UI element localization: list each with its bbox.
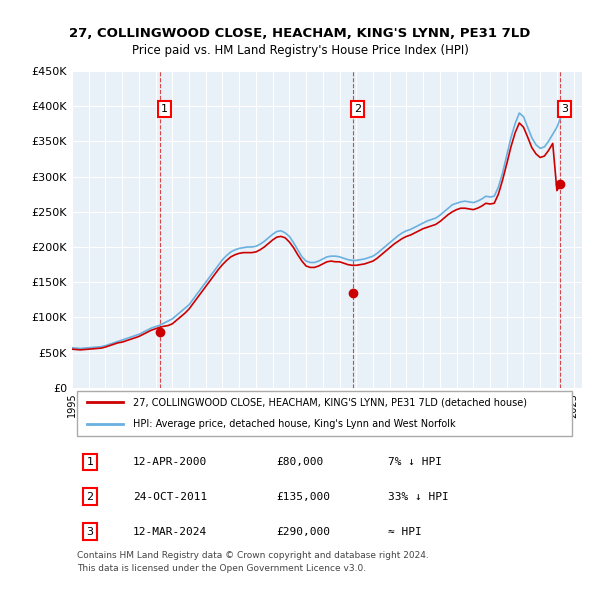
Text: 33% ↓ HPI: 33% ↓ HPI (388, 492, 449, 502)
Text: 3: 3 (561, 104, 568, 114)
Text: 2: 2 (354, 104, 361, 114)
Text: 7% ↓ HPI: 7% ↓ HPI (388, 457, 442, 467)
Text: 3: 3 (86, 527, 94, 537)
Text: ≈ HPI: ≈ HPI (388, 527, 422, 537)
Text: £290,000: £290,000 (276, 527, 330, 537)
Text: Price paid vs. HM Land Registry's House Price Index (HPI): Price paid vs. HM Land Registry's House … (131, 44, 469, 57)
Text: 12-MAR-2024: 12-MAR-2024 (133, 527, 208, 537)
Text: 12-APR-2000: 12-APR-2000 (133, 457, 208, 467)
Text: 2: 2 (86, 492, 94, 502)
Text: 1: 1 (86, 457, 94, 467)
Text: HPI: Average price, detached house, King's Lynn and West Norfolk: HPI: Average price, detached house, King… (133, 419, 456, 430)
FancyBboxPatch shape (77, 392, 572, 436)
Text: £80,000: £80,000 (276, 457, 323, 467)
Text: 27, COLLINGWOOD CLOSE, HEACHAM, KING'S LYNN, PE31 7LD (detached house): 27, COLLINGWOOD CLOSE, HEACHAM, KING'S L… (133, 397, 527, 407)
Text: Contains HM Land Registry data © Crown copyright and database right 2024.
This d: Contains HM Land Registry data © Crown c… (77, 551, 429, 573)
Text: 1: 1 (161, 104, 168, 114)
Text: 24-OCT-2011: 24-OCT-2011 (133, 492, 208, 502)
Text: 27, COLLINGWOOD CLOSE, HEACHAM, KING'S LYNN, PE31 7LD: 27, COLLINGWOOD CLOSE, HEACHAM, KING'S L… (70, 27, 530, 40)
Text: £135,000: £135,000 (276, 492, 330, 502)
